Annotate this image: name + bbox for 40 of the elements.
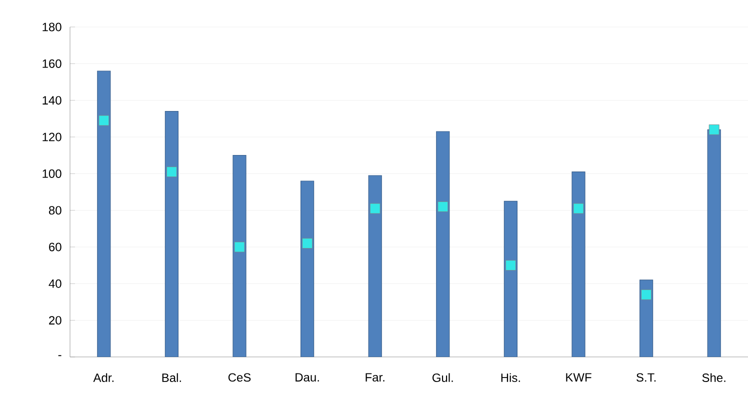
point bbox=[505, 260, 516, 271]
point bbox=[370, 203, 380, 214]
x-tick-label: Gul. bbox=[432, 373, 453, 382]
y-tick-label: 60 bbox=[49, 242, 62, 252]
bar bbox=[504, 200, 518, 357]
y-tick-label: - bbox=[58, 355, 62, 356]
point bbox=[98, 115, 110, 126]
y-tick-label: 140 bbox=[42, 96, 62, 105]
point bbox=[438, 201, 448, 212]
y-tick-label: 120 bbox=[42, 132, 62, 142]
point bbox=[234, 242, 245, 252]
y-tick-label: 80 bbox=[48, 206, 62, 215]
bar bbox=[97, 70, 111, 357]
x-tick-label: Dau. bbox=[296, 373, 319, 382]
y-tick-label: 160 bbox=[42, 59, 62, 68]
x-tick-label: Bal. bbox=[162, 373, 181, 382]
bar bbox=[164, 111, 179, 357]
x-tick-label: Far. bbox=[366, 373, 384, 382]
y-tick-label: 100 bbox=[42, 169, 62, 178]
x-tick-label: His. bbox=[501, 373, 520, 382]
point bbox=[166, 166, 177, 178]
point bbox=[302, 238, 312, 249]
bar bbox=[707, 129, 721, 357]
y-tick-label: 180 bbox=[42, 22, 62, 32]
bar bbox=[639, 280, 654, 357]
bar bbox=[300, 180, 314, 357]
x-tick-label: Adr. bbox=[93, 373, 114, 382]
point bbox=[573, 203, 584, 214]
point bbox=[708, 124, 720, 135]
y-tick-label: 40 bbox=[48, 279, 62, 288]
bar bbox=[368, 175, 382, 357]
y-tick-label: 20 bbox=[49, 316, 62, 325]
bar bbox=[436, 131, 450, 357]
bar bbox=[572, 172, 586, 357]
point bbox=[641, 289, 652, 300]
x-tick-label: S.T. bbox=[636, 373, 656, 382]
x-tick-label: She. bbox=[702, 373, 726, 382]
x-tick-label: KWF bbox=[566, 373, 592, 382]
x-tick-label: CeS bbox=[228, 373, 251, 382]
bar bbox=[232, 155, 246, 357]
